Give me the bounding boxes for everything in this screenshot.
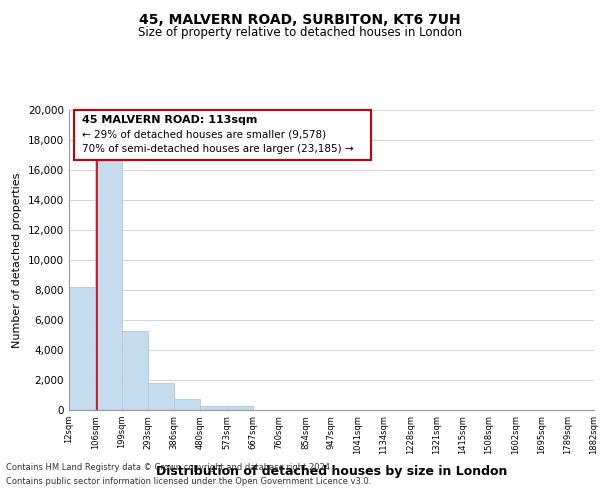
Text: 70% of semi-detached houses are larger (23,185) →: 70% of semi-detached houses are larger (… [82,144,354,154]
X-axis label: Distribution of detached houses by size in London: Distribution of detached houses by size … [156,465,507,478]
Bar [69,287,95,410]
Bar [227,406,253,410]
Y-axis label: Number of detached properties: Number of detached properties [13,172,22,348]
Bar [95,161,121,410]
Bar [148,383,174,410]
Text: Size of property relative to detached houses in London: Size of property relative to detached ho… [138,26,462,39]
Bar [121,330,148,410]
Text: 45, MALVERN ROAD, SURBITON, KT6 7UH: 45, MALVERN ROAD, SURBITON, KT6 7UH [139,12,461,26]
Text: ← 29% of detached houses are smaller (9,578): ← 29% of detached houses are smaller (9,… [82,130,326,140]
Bar [200,406,227,410]
Bar [174,399,200,410]
Text: Contains HM Land Registry data © Crown copyright and database right 2024.: Contains HM Land Registry data © Crown c… [6,464,332,472]
Text: 45 MALVERN ROAD: 113sqm: 45 MALVERN ROAD: 113sqm [82,116,257,126]
Text: Contains public sector information licensed under the Open Government Licence v3: Contains public sector information licen… [6,477,371,486]
FancyBboxPatch shape [74,110,371,160]
